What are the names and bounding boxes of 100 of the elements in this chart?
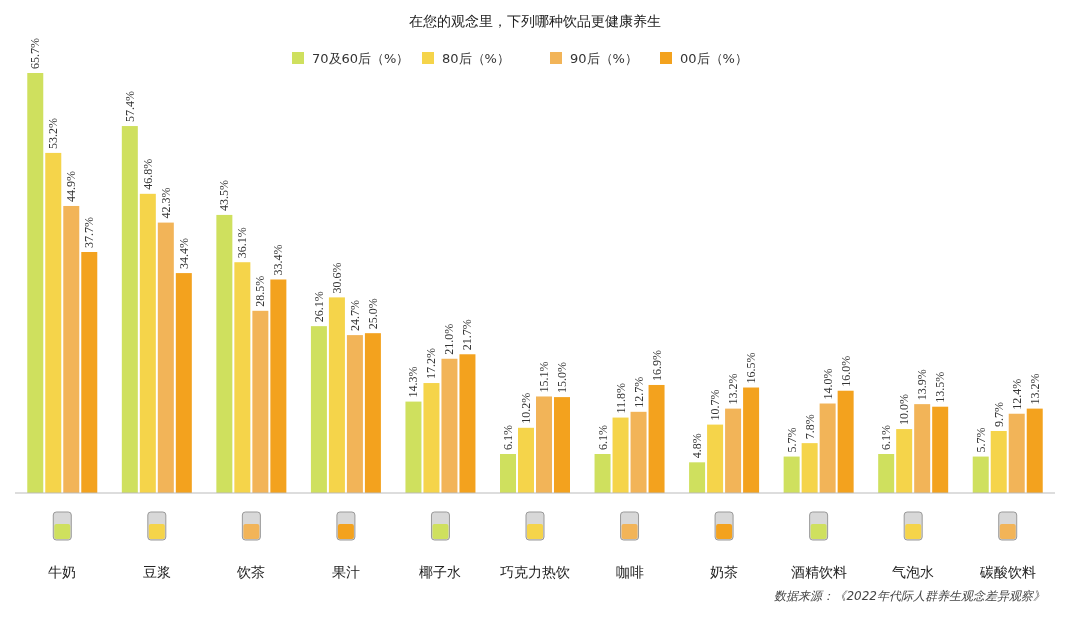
data-label: 6.1% — [501, 425, 515, 450]
data-label: 25.0% — [365, 298, 380, 330]
data-label: 16.5% — [744, 352, 759, 384]
bar — [837, 390, 854, 493]
bar — [63, 205, 80, 493]
bar — [630, 411, 647, 493]
bar — [216, 214, 233, 493]
bar — [27, 73, 44, 493]
data-label: 34.4% — [176, 238, 191, 270]
bar — [990, 430, 1007, 493]
bar — [423, 383, 440, 493]
bar — [932, 406, 949, 493]
legend-label: 00后（%） — [680, 51, 748, 66]
x-tick-label: 饮茶 — [236, 564, 266, 580]
data-label: 28.5% — [253, 275, 268, 307]
data-label: 13.5% — [933, 371, 948, 403]
x-tick-label: 果汁 — [331, 564, 360, 580]
x-tick-label: 气泡水 — [892, 564, 935, 580]
bar — [1008, 413, 1025, 493]
bar — [234, 262, 251, 493]
bar — [139, 193, 156, 493]
data-label: 16.0% — [838, 355, 853, 387]
data-label: 4.8% — [690, 433, 705, 459]
data-label: 65.7% — [28, 38, 43, 69]
bar — [175, 273, 192, 493]
data-label: 46.8% — [140, 158, 155, 190]
bar — [518, 427, 534, 493]
bar — [896, 429, 913, 493]
bar — [612, 417, 629, 493]
bar — [81, 252, 98, 493]
bar — [554, 397, 570, 493]
data-label: 15.0% — [555, 362, 569, 394]
data-label: 7.8% — [802, 414, 817, 440]
legend-label: 90后（%） — [570, 51, 638, 66]
x-tick-label: 奶茶 — [710, 564, 739, 580]
bar — [743, 387, 760, 493]
data-label: 36.1% — [235, 227, 250, 259]
bar — [536, 396, 552, 493]
data-label: 6.1% — [879, 425, 894, 450]
bar — [707, 424, 724, 493]
data-label: 5.7% — [973, 427, 988, 453]
bar — [783, 456, 800, 493]
source-note: 数据来源：《2022年代际人群养生观念差异观察》 — [774, 589, 1045, 603]
data-label: 17.2% — [424, 348, 439, 380]
bar — [500, 454, 516, 493]
bar — [346, 335, 363, 493]
x-tick-label: 豆浆 — [142, 564, 171, 580]
data-label: 33.4% — [271, 244, 286, 276]
data-label: 12.7% — [631, 376, 646, 408]
bar — [157, 222, 174, 493]
bar — [972, 456, 989, 493]
bar — [878, 454, 895, 493]
data-label: 57.4% — [122, 91, 137, 123]
bar — [405, 401, 422, 493]
data-label: 14.3% — [406, 366, 421, 398]
data-label: 6.1% — [595, 425, 610, 450]
data-label: 42.3% — [158, 187, 173, 219]
legend-label: 80后（%） — [442, 51, 510, 66]
legend-label: 70及60后（%） — [312, 51, 410, 66]
bar — [689, 462, 706, 493]
data-label: 13.2% — [726, 373, 741, 405]
data-label: 21.7% — [460, 319, 475, 351]
x-tick-label: 椰子水 — [419, 564, 462, 580]
bar — [648, 384, 665, 493]
data-label: 16.9% — [649, 349, 664, 381]
data-label: 10.0% — [897, 394, 912, 426]
bar — [328, 297, 345, 493]
data-label: 30.6% — [329, 262, 344, 294]
data-label: 14.0% — [820, 368, 835, 400]
data-label: 13.2% — [1027, 373, 1042, 405]
bar — [364, 333, 381, 493]
data-label: 53.2% — [46, 117, 61, 149]
bar — [310, 326, 327, 493]
data-label: 24.7% — [347, 300, 362, 332]
bar — [270, 279, 287, 493]
bar — [459, 354, 476, 493]
bar — [725, 408, 742, 493]
x-tick-label: 酒精饮料 — [790, 564, 847, 580]
chart-title: 在您的观念里，下列哪种饮品更健康养生 — [409, 13, 661, 29]
data-label: 43.5% — [217, 179, 232, 211]
bar — [1026, 408, 1043, 493]
data-label: 44.9% — [64, 170, 79, 202]
x-tick-label: 咖啡 — [615, 564, 644, 580]
x-tick-label: 巧克力热饮 — [500, 564, 570, 580]
data-label: 5.7% — [784, 427, 799, 453]
data-label: 12.4% — [1009, 378, 1024, 410]
data-label: 11.8% — [613, 383, 628, 414]
data-label: 10.2% — [519, 392, 533, 424]
bar — [914, 404, 931, 493]
bar — [594, 454, 611, 493]
data-label: 37.7% — [82, 217, 97, 248]
bar — [121, 126, 138, 493]
data-label: 21.0% — [442, 323, 457, 355]
data-label: 10.7% — [708, 389, 723, 421]
bar — [45, 152, 62, 493]
x-tick-label: 碳酸饮料 — [978, 564, 1036, 580]
x-tick-label: 牛奶 — [48, 564, 77, 580]
bar — [819, 403, 836, 493]
bar — [801, 443, 818, 493]
bar — [252, 310, 269, 493]
